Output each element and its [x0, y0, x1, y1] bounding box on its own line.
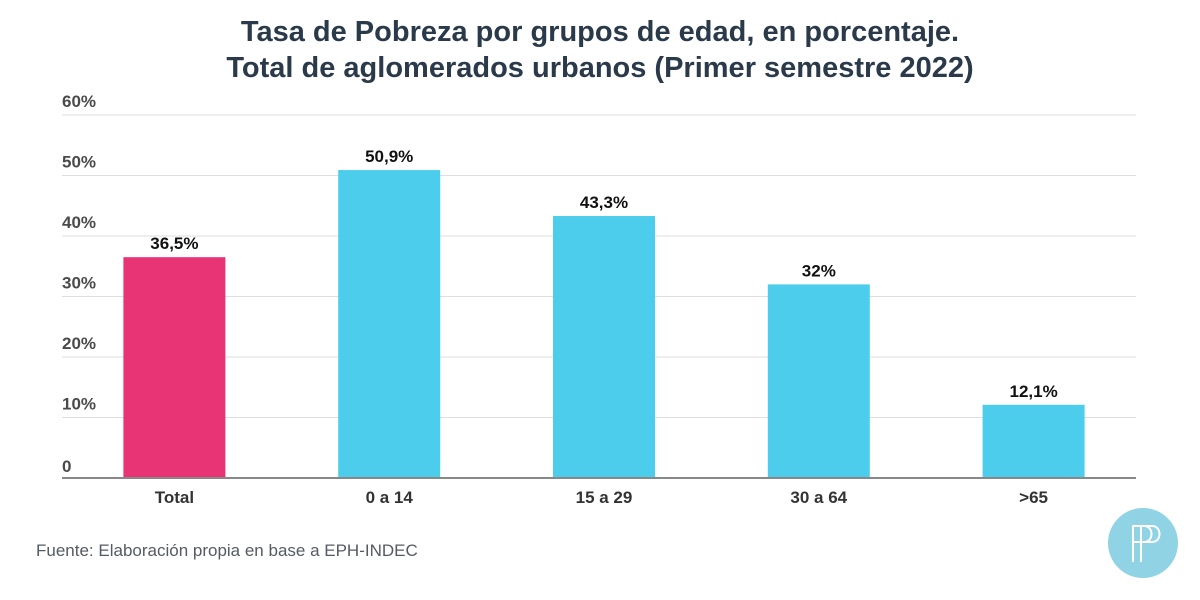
bar: [767, 284, 870, 478]
y-tick-label: 50%: [62, 153, 96, 172]
x-tick-label: 30 a 64: [790, 488, 847, 507]
chart-title: Tasa de Pobreza por grupos de edad, en p…: [240, 16, 960, 48]
bar: [123, 257, 226, 478]
y-tick-label: 10%: [62, 395, 96, 414]
source-note: Fuente: Elaboración propia en base a EPH…: [36, 541, 418, 560]
chart-subtitle: Total de aglomerados urbanos (Primer sem…: [226, 52, 974, 84]
x-tick-label: 15 a 29: [576, 488, 633, 507]
bar: [553, 216, 655, 478]
y-tick-label: 60%: [62, 92, 96, 111]
pp-logo-icon: [1108, 508, 1178, 578]
data-label: 12,1%: [1009, 382, 1057, 401]
bar: [338, 170, 441, 478]
pp-logo-glyph: [1132, 525, 1161, 562]
y-tick-label: 0: [62, 457, 71, 476]
data-label: 32%: [802, 261, 836, 280]
data-label: 36,5%: [150, 234, 198, 253]
bar: [982, 404, 1085, 478]
chart-title-block: Tasa de Pobreza por grupos de edad, en p…: [0, 14, 1200, 86]
x-tick-label: 0 a 14: [366, 488, 414, 507]
y-tick-label: 30%: [62, 274, 96, 293]
y-tick-label: 40%: [62, 213, 96, 232]
data-label: 50,9%: [365, 147, 413, 166]
x-tick-label: Total: [155, 488, 194, 507]
y-tick-label: 20%: [62, 334, 96, 353]
x-tick-label: >65: [1019, 488, 1048, 507]
data-label: 43,3%: [580, 193, 628, 212]
